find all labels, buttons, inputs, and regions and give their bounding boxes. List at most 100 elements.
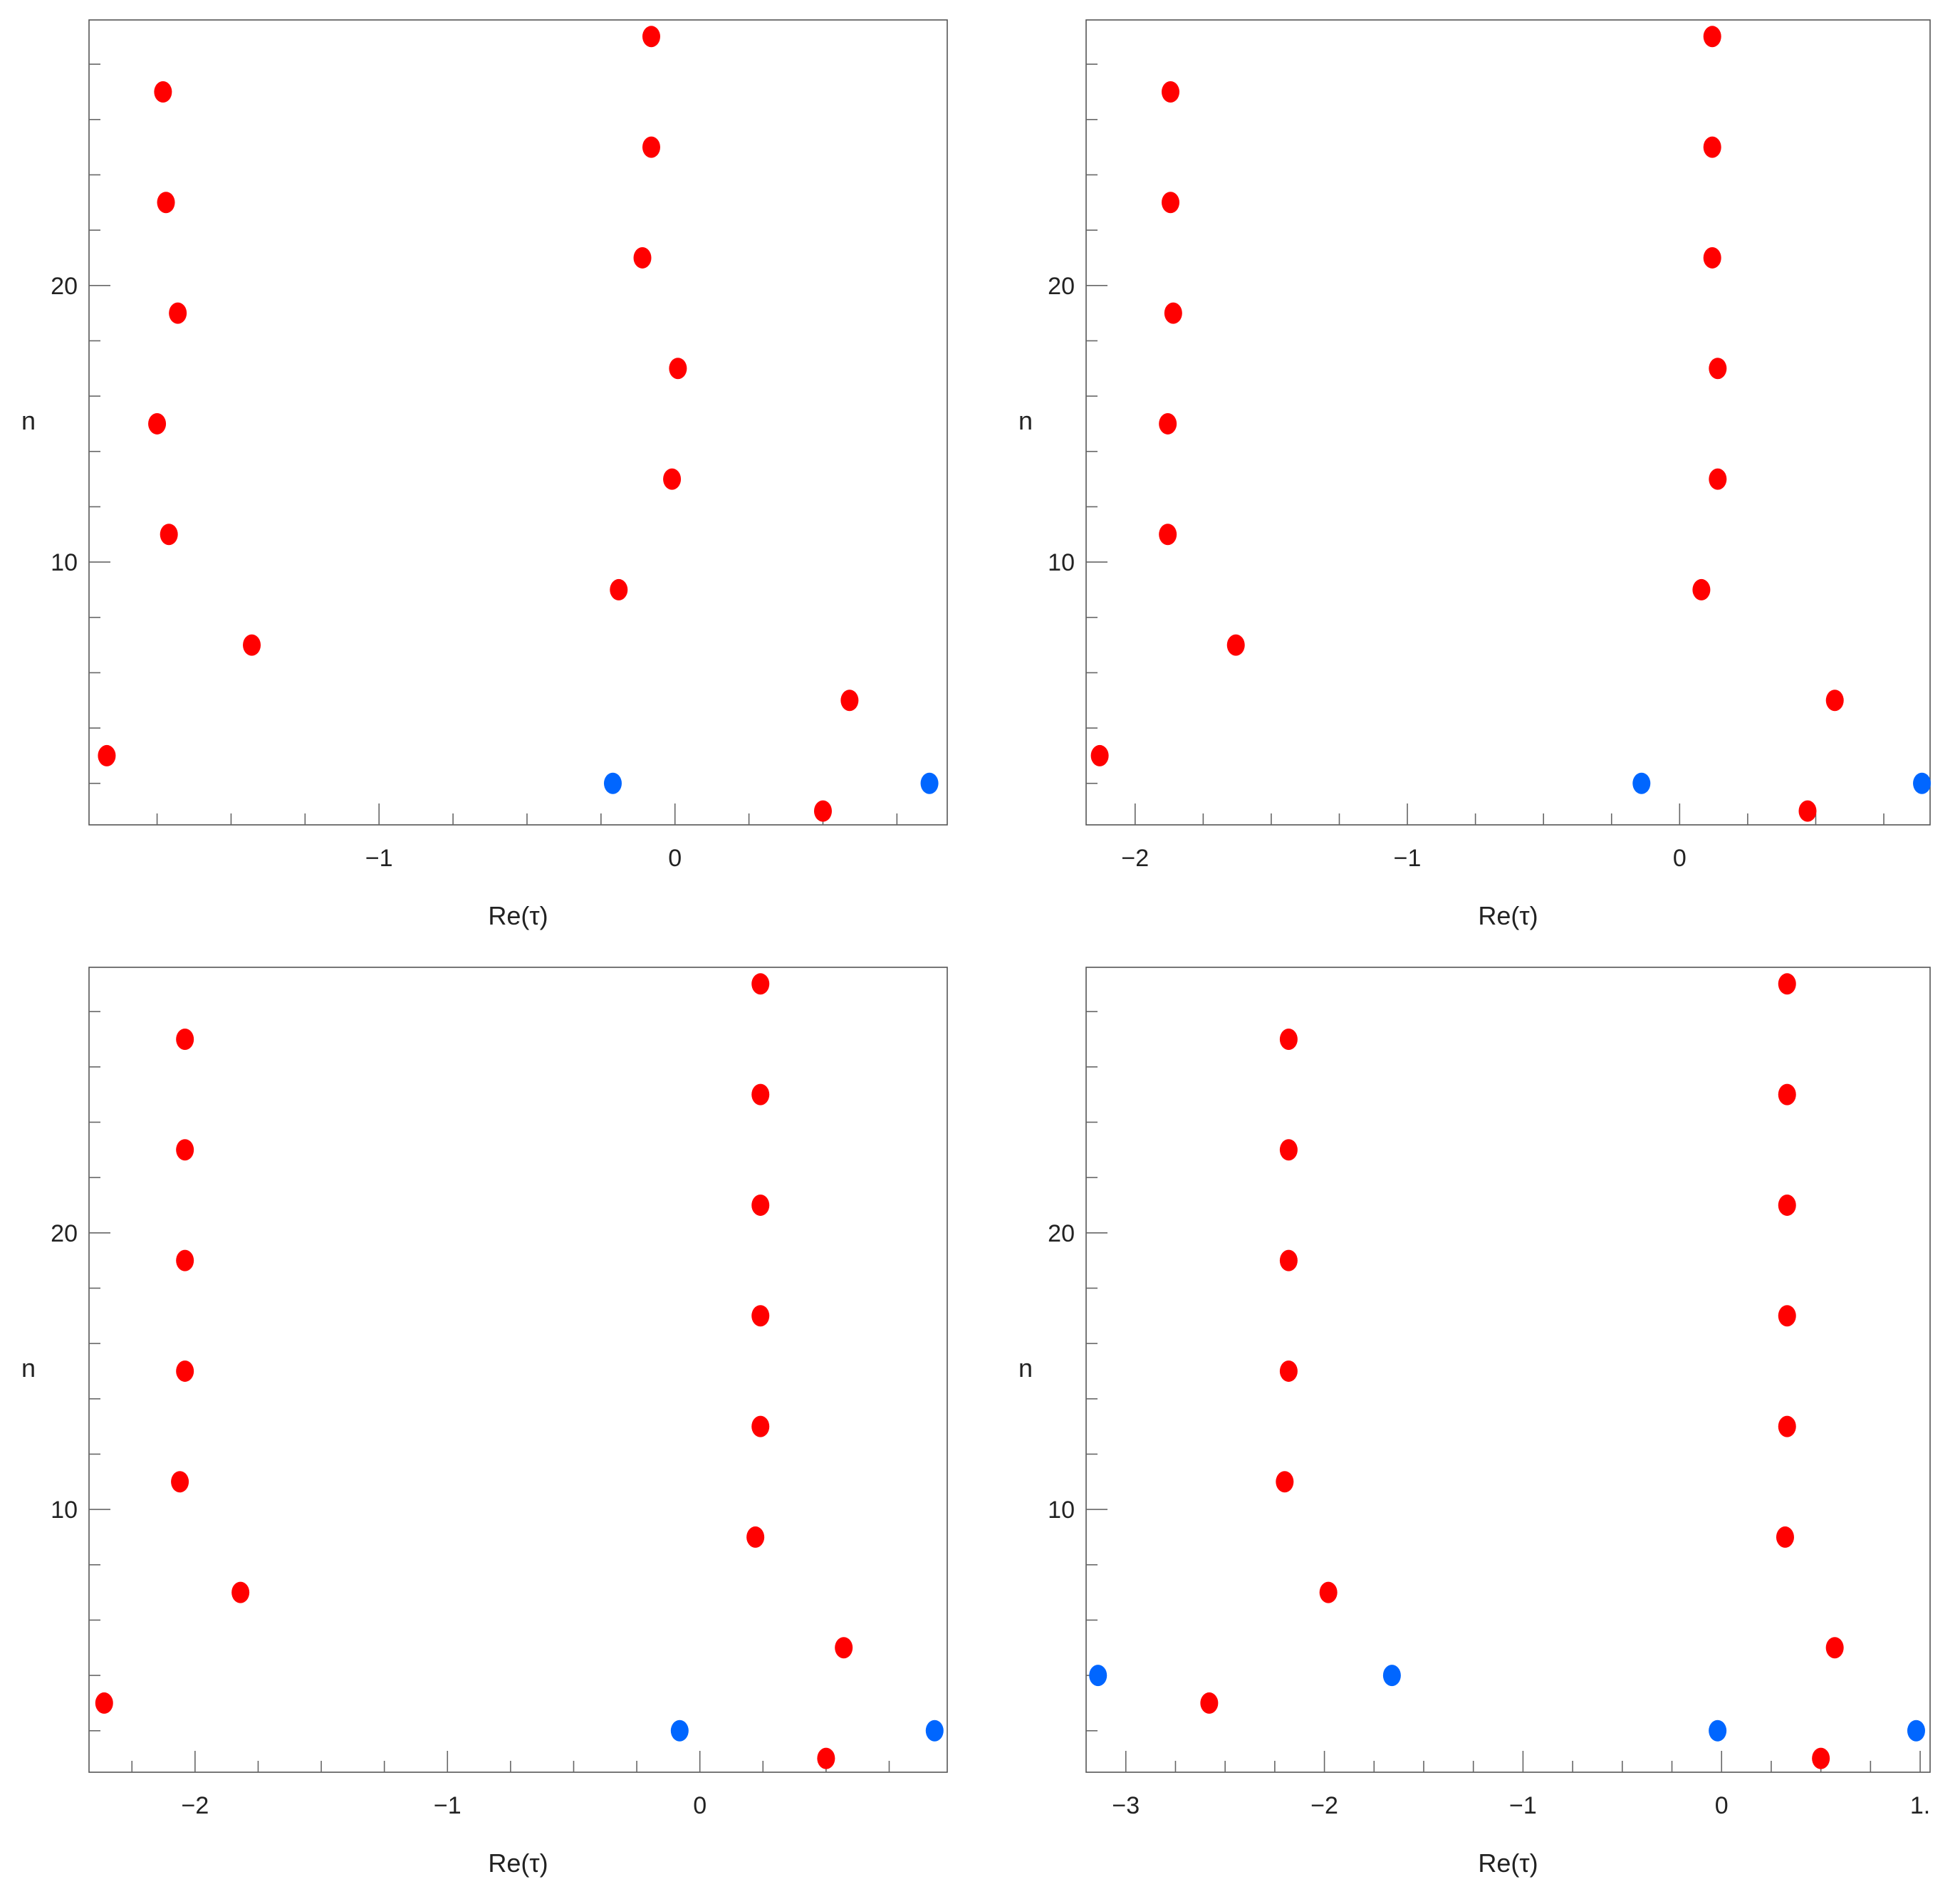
data-point-red [95, 1692, 113, 1714]
data-point-red [1162, 80, 1179, 103]
y-tick-label: 10 [51, 549, 78, 576]
data-point-red [176, 1139, 194, 1161]
data-point-red [1709, 468, 1727, 490]
data-point-red [1159, 412, 1177, 435]
x-axis-label: Re(τ) [1478, 1848, 1538, 1878]
plot-frame [1085, 967, 1931, 1773]
data-point-blue [603, 772, 622, 794]
data-point-red [1276, 1471, 1294, 1493]
data-point-blue [1709, 1720, 1727, 1742]
data-point-red [840, 690, 859, 712]
data-point-red [817, 1747, 835, 1769]
data-point-blue [925, 1720, 944, 1742]
data-point-blue [1632, 772, 1651, 794]
data-point-blue [1907, 1720, 1925, 1742]
data-point-red [1090, 744, 1109, 766]
data-point-red [1776, 1526, 1794, 1548]
data-point-blue [1382, 1665, 1401, 1687]
y-axis-label: n [21, 406, 36, 435]
x-tick-label: −1 [1394, 845, 1422, 872]
x-tick-label: 0 [693, 1792, 707, 1819]
data-point-blue [920, 772, 939, 794]
y-tick-label: 20 [51, 273, 78, 300]
x-tick-label: −2 [1121, 845, 1149, 872]
data-point-blue [1089, 1665, 1107, 1687]
data-point-red [176, 1360, 194, 1382]
y-axis-label: n [1018, 1353, 1033, 1383]
data-point-red [176, 1028, 194, 1050]
y-tick-label: 20 [1048, 1220, 1075, 1247]
y-tick-label: 10 [1048, 549, 1075, 576]
data-point-red [835, 1637, 853, 1659]
series-blue-points [670, 1720, 944, 1742]
x-axis-label: Re(τ) [488, 1848, 548, 1878]
x-tick-label: −1 [434, 1792, 462, 1819]
y-tick-label: 10 [1048, 1497, 1075, 1524]
series-blue-points [603, 772, 939, 794]
data-point-red [171, 1471, 189, 1493]
y-axis-label: n [1018, 406, 1033, 435]
data-point-red [98, 744, 116, 766]
data-point-red [669, 358, 687, 380]
data-point-red [1319, 1581, 1338, 1603]
data-point-red [813, 800, 832, 822]
data-point-red [169, 302, 187, 324]
x-tick-label: −2 [1310, 1792, 1338, 1819]
data-point-red [1703, 246, 1721, 269]
data-point-red [154, 80, 172, 103]
data-point-red [1164, 302, 1182, 324]
data-point-red [1162, 192, 1179, 214]
data-point-red [157, 192, 175, 214]
data-point-red [1778, 1194, 1796, 1216]
data-point-red [1279, 1360, 1298, 1382]
x-tick-label: −1 [1509, 1792, 1537, 1819]
data-point-red [1778, 1083, 1796, 1106]
x-tick-label: 1. [1910, 1792, 1930, 1819]
data-point-red [633, 246, 652, 269]
x-tick-label: 0 [1715, 1792, 1729, 1819]
data-point-red [1200, 1692, 1219, 1714]
data-point-red [1825, 1637, 1844, 1659]
x-tick-label: 0 [668, 845, 682, 872]
data-point-red [231, 1581, 250, 1603]
x-axis-label: Re(τ) [1478, 901, 1538, 930]
x-tick-label: −1 [365, 845, 393, 872]
data-point-red [1279, 1028, 1298, 1050]
data-point-red [1709, 358, 1727, 380]
series-red-points [1200, 973, 1844, 1769]
data-point-red [1798, 800, 1817, 822]
data-point-red [642, 26, 660, 48]
plot-frame [88, 19, 948, 826]
data-point-red [746, 1526, 765, 1548]
data-point-red [751, 973, 770, 995]
y-tick-label: 20 [1048, 273, 1075, 300]
series-red-points [1090, 26, 1844, 822]
chart-panel-2: −2 −1 0 10 20 Re(τ) n [1018, 19, 1932, 930]
chart-panel-4: −3 −2 −1 0 1. 10 20 Re(τ) n [1018, 967, 1931, 1878]
data-point-red [1778, 973, 1796, 995]
x-tick-label: −3 [1112, 1792, 1140, 1819]
data-point-red [160, 524, 178, 546]
data-point-red [1778, 1415, 1796, 1437]
chart-panel-3: −2 −1 0 10 20 Re(τ) n [21, 967, 948, 1878]
y-tick-label: 10 [51, 1497, 78, 1524]
data-point-red [1226, 634, 1245, 656]
x-tick-label: 0 [1673, 845, 1687, 872]
y-axis-label: n [21, 1353, 36, 1383]
data-point-red [642, 136, 660, 158]
chart-panel-1: −1 0 10 20 Re(τ) n [21, 19, 948, 930]
data-point-red [243, 634, 261, 656]
series-blue-points [1632, 772, 1932, 794]
data-point-blue [670, 1720, 689, 1742]
x-tick-label: −2 [181, 1792, 209, 1819]
x-axis-label: Re(τ) [488, 901, 548, 930]
data-point-red [751, 1083, 770, 1106]
data-point-red [148, 412, 167, 435]
plot-frame [88, 967, 948, 1773]
series-blue-points [1089, 1665, 1925, 1742]
data-point-red [751, 1194, 770, 1216]
plot-frame [1085, 19, 1931, 826]
data-point-red [1692, 578, 1711, 600]
data-point-red [176, 1249, 194, 1271]
